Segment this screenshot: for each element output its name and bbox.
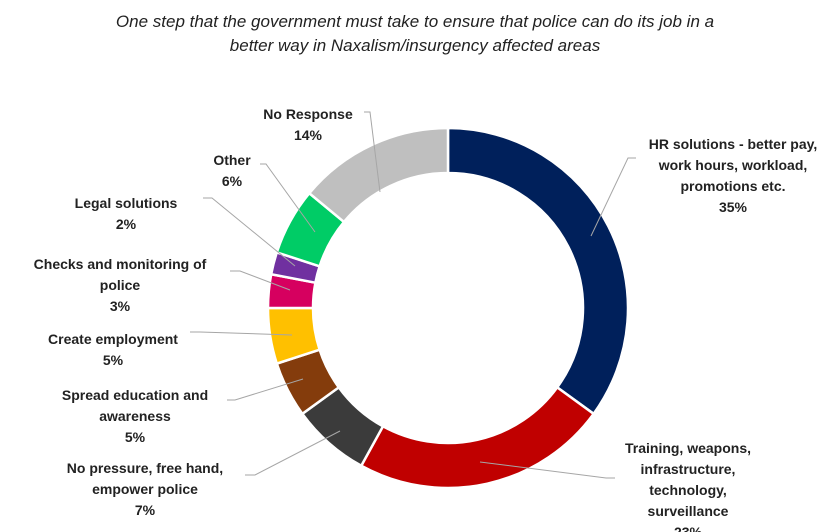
- slice-value-label: 2%: [116, 216, 137, 232]
- slice-name-label: work hours, workload,: [658, 157, 808, 173]
- slice-value-label: 35%: [719, 199, 748, 215]
- leader-line: [190, 331, 293, 336]
- leader-line: [479, 461, 615, 479]
- leader-line: [260, 163, 316, 233]
- donut-slice: [359, 385, 596, 490]
- slice-value-label: 7%: [135, 502, 156, 518]
- slice-name-label: infrastructure,: [641, 461, 736, 477]
- donut-slice: [446, 126, 630, 416]
- slice-name-label: promotions etc.: [680, 178, 785, 194]
- slice-name-label: No pressure, free hand,: [67, 460, 223, 476]
- chart-title: One step that the government must take t…: [0, 10, 830, 58]
- slice-value-label: 5%: [125, 429, 146, 445]
- slice-value-label: 3%: [110, 298, 131, 314]
- slice-label: Checks and monitoring of police 3%: [34, 256, 207, 314]
- slice-name-label: HR solutions - better pay,: [649, 136, 818, 152]
- slice-value-label: 14%: [294, 127, 323, 143]
- slice-name-label: Other: [213, 152, 251, 168]
- slice-label: Other 6%: [213, 152, 251, 189]
- donut-slice: [307, 126, 450, 224]
- slice-name-label: police: [100, 277, 141, 293]
- slice-label: No Response 14%: [263, 106, 353, 143]
- slice-label: Spread education and awareness 5%: [62, 387, 208, 445]
- slice-label: No pressure, free hand, empower police 7%: [67, 460, 223, 518]
- slice-name-label: No Response: [263, 106, 353, 122]
- slice-name-label: Create employment: [48, 331, 178, 347]
- leader-line: [203, 197, 296, 267]
- slice-name-label: surveillance: [648, 503, 729, 519]
- leader-line: [227, 378, 304, 401]
- slice-value-label: 5%: [103, 352, 124, 368]
- leader-line: [364, 111, 381, 193]
- slice-label: HR solutions - better pay, work hours, wo…: [649, 136, 818, 215]
- slice-name-label: technology,: [649, 482, 727, 498]
- slice-value-label: 23%: [674, 524, 703, 532]
- slice-name-label: Spread education and: [62, 387, 208, 403]
- slice-name-label: empower police: [92, 481, 198, 497]
- slice-label: Training, weapons, infrastructure, technol…: [625, 440, 751, 532]
- slice-value-label: 6%: [222, 173, 243, 189]
- slice-name-label: awareness: [99, 408, 171, 424]
- slice-label: Create employment 5%: [48, 331, 178, 368]
- slice-label: Legal solutions 2%: [75, 195, 178, 232]
- slice-name-label: Checks and monitoring of: [34, 256, 207, 272]
- chart-title-line-1: One step that the government must take t…: [115, 12, 715, 31]
- leader-line: [245, 430, 341, 476]
- slice-name-label: Legal solutions: [75, 195, 178, 211]
- slice-name-label: Training, weapons,: [625, 440, 751, 456]
- leader-line: [230, 270, 291, 291]
- leader-line: [590, 157, 636, 237]
- chart-title-line-2: better way in Naxalism/insurgency affect…: [229, 36, 601, 55]
